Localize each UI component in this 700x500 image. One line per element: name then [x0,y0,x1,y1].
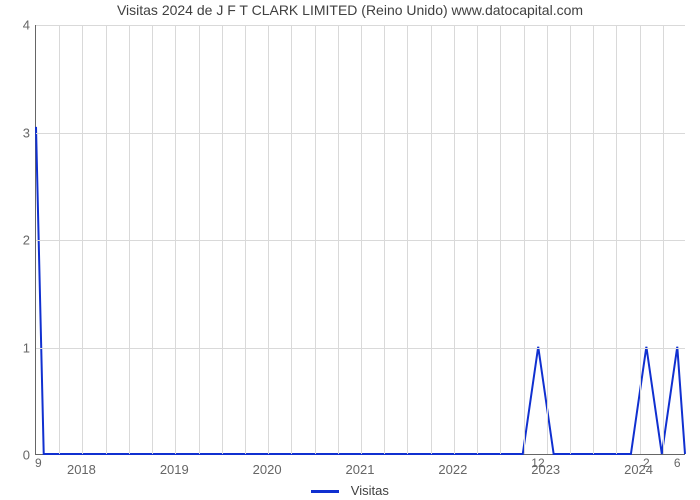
gridline-v [616,25,617,454]
chart-title: Visitas 2024 de J F T CLARK LIMITED (Rei… [0,2,700,18]
gridline-v [547,25,548,454]
gridline-v [129,25,130,454]
x-tick-minor-label: 2 [643,456,650,470]
gridline-v [338,25,339,454]
gridline-v [59,25,60,454]
gridline-v [640,25,641,454]
gridline-v [361,25,362,454]
legend-swatch [311,490,339,493]
x-tick-label: 2018 [67,462,96,477]
plot-area [35,25,685,455]
gridline-v [245,25,246,454]
gridline-v [570,25,571,454]
gridline-v [199,25,200,454]
gridline-v [152,25,153,454]
x-tick-label: 2022 [438,462,467,477]
legend-label: Visitas [351,483,389,498]
gridline-v [524,25,525,454]
y-tick-label: 1 [5,340,30,355]
x-tick-label: 2021 [346,462,375,477]
gridline-v [82,25,83,454]
gridline-v [222,25,223,454]
x-tick-label: 2019 [160,462,189,477]
visits-line-chart: Visitas 2024 de J F T CLARK LIMITED (Rei… [0,0,700,500]
gridline-v [291,25,292,454]
y-tick-label: 0 [5,448,30,463]
gridline-v [593,25,594,454]
gridline-v [407,25,408,454]
x-tick-label: 2020 [253,462,282,477]
gridline-v [663,25,664,454]
legend: Visitas [0,483,700,498]
y-tick-label: 2 [5,233,30,248]
gridline-v [106,25,107,454]
y-tick-label: 3 [5,125,30,140]
x-tick-minor-label: 6 [674,456,681,470]
gridline-v [175,25,176,454]
gridline-v [384,25,385,454]
gridline-v [500,25,501,454]
y-tick-label: 4 [5,18,30,33]
corner-label: 9 [35,456,42,470]
gridline-v [268,25,269,454]
gridline-v [454,25,455,454]
x-tick-minor-label: 12 [531,456,544,470]
gridline-v [431,25,432,454]
gridline-v [477,25,478,454]
gridline-v [315,25,316,454]
